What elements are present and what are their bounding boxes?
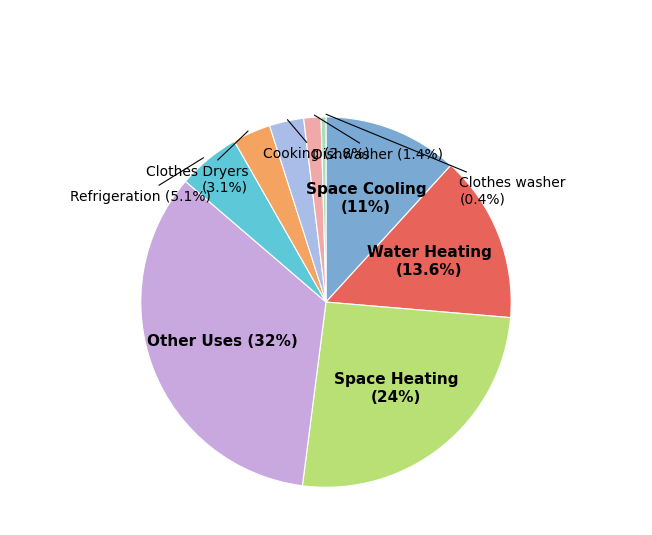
Text: Clothes washer
(0.4%): Clothes washer (0.4%): [326, 114, 566, 206]
Wedge shape: [141, 181, 326, 486]
Wedge shape: [326, 117, 451, 302]
Text: Space Cooling
(11%): Space Cooling (11%): [306, 182, 426, 215]
Text: Refrigeration (5.1%): Refrigeration (5.1%): [70, 158, 211, 203]
Wedge shape: [234, 126, 326, 302]
Wedge shape: [326, 165, 511, 318]
Wedge shape: [303, 302, 511, 487]
Text: Other Uses (32%): Other Uses (32%): [147, 334, 298, 349]
Text: Space Heating
(24%): Space Heating (24%): [334, 372, 458, 404]
Wedge shape: [304, 117, 326, 302]
Text: Cooking (2.8%): Cooking (2.8%): [263, 120, 370, 162]
Text: Water Heating
(13.6%): Water Heating (13.6%): [367, 246, 492, 278]
Wedge shape: [270, 118, 326, 302]
Wedge shape: [186, 141, 326, 302]
Text: Dishwasher (1.4%): Dishwasher (1.4%): [312, 115, 443, 162]
Wedge shape: [321, 117, 326, 302]
Text: Clothes Dryers
(3.1%): Clothes Dryers (3.1%): [145, 131, 248, 195]
